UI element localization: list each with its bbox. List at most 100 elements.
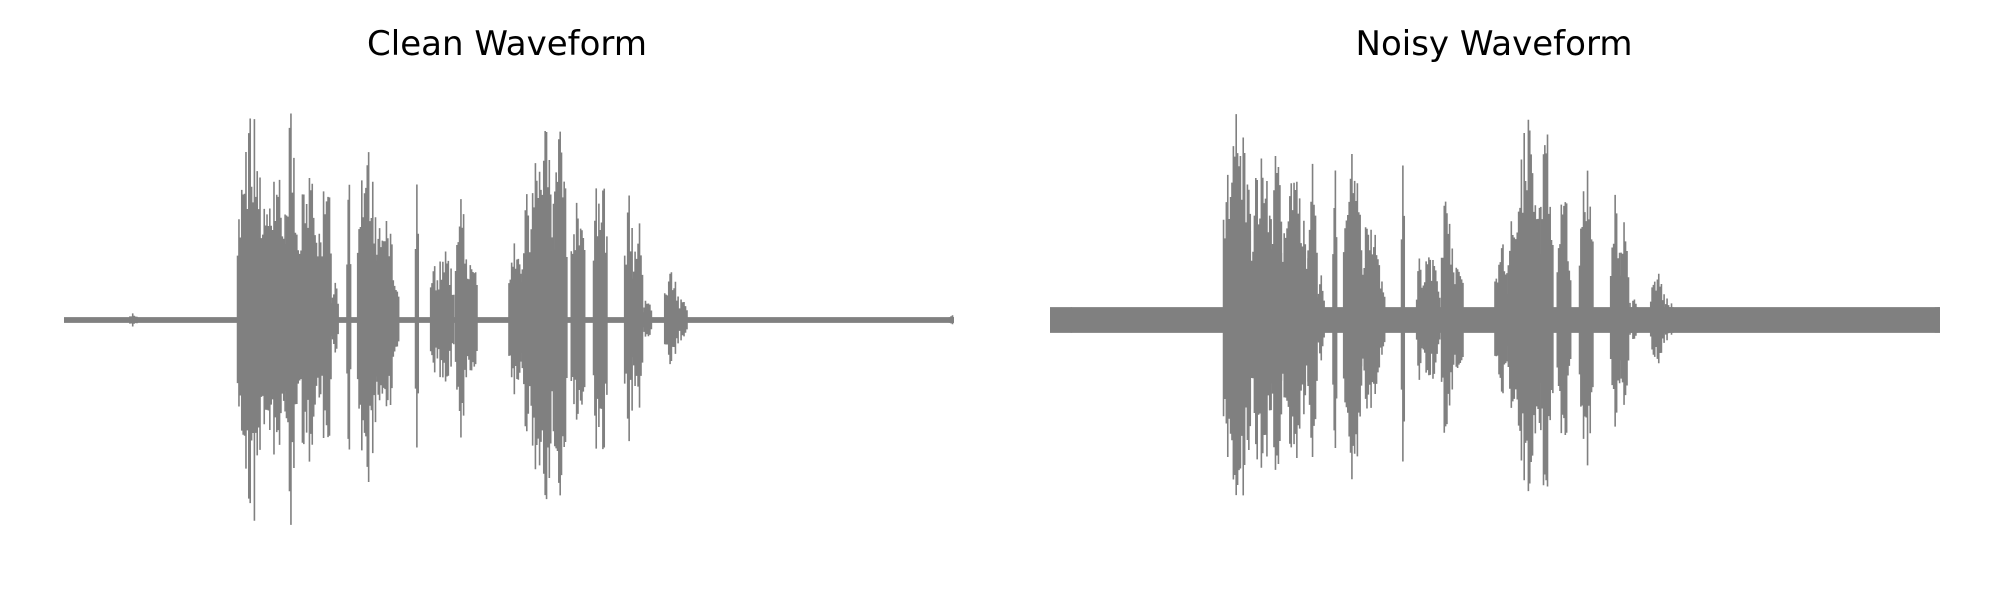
waveform-segment [1618, 222, 1630, 405]
waveform-trace [1440, 201, 1454, 433]
waveform-trace [263, 179, 288, 455]
waveform-segment [1649, 273, 1665, 364]
waveform-trace [1360, 227, 1381, 409]
waveform-segment [1271, 156, 1283, 470]
waveform-trace [392, 285, 400, 352]
waveform-segment [429, 266, 437, 373]
waveform-trace [374, 220, 395, 407]
waveform-segment [1249, 158, 1274, 468]
noisy-waveform-title: Noisy Waveform [1355, 24, 1633, 64]
waveform-trace [1538, 134, 1554, 487]
waveform-trace [1649, 273, 1665, 364]
waveform-trace [356, 152, 377, 483]
waveform-trace [1249, 158, 1274, 468]
waveform-segment [1934, 307, 1940, 333]
waveform-segment [1507, 221, 1519, 408]
waveform-trace [1451, 267, 1464, 369]
waveform-segment [677, 299, 688, 341]
waveform-segment [321, 191, 332, 438]
waveform-segment [1663, 298, 1674, 341]
waveform-trace [1415, 258, 1423, 380]
waveform-segment [1516, 119, 1541, 492]
waveform-segment [1360, 227, 1381, 409]
clean-waveform-title: Clean Waveform [367, 24, 647, 64]
waveform-segment [1538, 134, 1554, 487]
waveform-segment [435, 251, 455, 382]
waveform-trace [454, 199, 468, 438]
waveform-segment [1578, 170, 1594, 466]
waveform-trace [346, 184, 352, 450]
clean-waveform-plot [64, 113, 954, 525]
waveform-segment [1316, 275, 1325, 361]
waveform-segment [285, 113, 297, 525]
waveform-trace [1400, 165, 1406, 462]
waveform-segment [1222, 114, 1252, 496]
waveform-trace [1618, 222, 1630, 405]
waveform-segment [530, 131, 555, 500]
waveform-trace [1342, 153, 1363, 480]
waveform-segment [1440, 201, 1454, 433]
waveform-trace [285, 113, 297, 525]
waveform-segment [1415, 258, 1423, 380]
waveform-segment [454, 199, 468, 438]
waveform-segment [346, 184, 352, 450]
waveform-segment [1451, 267, 1464, 369]
waveform-segment [294, 178, 323, 462]
waveform-segment [1400, 165, 1406, 462]
waveform-segment [1280, 181, 1309, 458]
waveform-trace [1516, 119, 1541, 492]
waveform-segment [1556, 202, 1572, 436]
waveform-segment [263, 179, 288, 455]
waveform-trace [1307, 163, 1318, 458]
waveform-trace [330, 282, 339, 353]
waveform-segment [414, 184, 420, 448]
waveform-trace [1271, 156, 1283, 470]
waveform-trace [948, 315, 954, 325]
waveform-segment [1494, 244, 1510, 394]
waveform-trace [435, 251, 455, 382]
waveform-segment [641, 300, 653, 337]
waveform-segment [1627, 299, 1639, 340]
waveform-trace [1280, 181, 1309, 458]
waveform-segment [1342, 153, 1363, 480]
noisy-waveform-plot [1050, 114, 1940, 496]
waveform-segment [552, 131, 568, 496]
waveform-trace [321, 191, 332, 438]
waveform-segment [1378, 281, 1386, 355]
waveform-segment [374, 220, 395, 407]
waveform-segment [129, 313, 138, 327]
waveform-trace [623, 195, 635, 442]
waveform-segment [1307, 163, 1318, 458]
waveform-trace [552, 131, 568, 496]
waveform-trace [1421, 257, 1441, 379]
waveform-trace [1494, 244, 1510, 394]
waveform-trace [1316, 275, 1325, 361]
waveform-trace [1609, 194, 1621, 427]
waveform-segment [948, 315, 954, 325]
waveform-trace [632, 223, 644, 408]
waveform-trace [592, 188, 608, 450]
waveform-trace [414, 184, 420, 448]
waveform-trace [530, 131, 555, 500]
waveform-segment [663, 272, 679, 365]
waveform-trace [570, 202, 586, 420]
waveform-segment [236, 118, 266, 521]
waveform-segment [1609, 194, 1621, 427]
waveform-trace [1663, 298, 1674, 341]
waveform-segment [1421, 257, 1441, 379]
waveform-segment [592, 188, 608, 450]
waveform-trace [1556, 202, 1572, 436]
waveform-trace [663, 272, 679, 365]
waveform-trace [1050, 307, 1073, 333]
waveform-segment [1050, 307, 1073, 333]
waveform-segment [465, 265, 478, 371]
waveform-trace [1934, 307, 1940, 333]
waveform-trace [465, 265, 478, 371]
waveform-segment [632, 223, 644, 408]
waveform-trace [236, 118, 266, 521]
waveform-trace [129, 313, 138, 327]
waveform-segment [570, 202, 586, 420]
waveform-trace [294, 178, 323, 462]
waveform-segment [521, 194, 533, 432]
waveform-segment [330, 282, 339, 353]
